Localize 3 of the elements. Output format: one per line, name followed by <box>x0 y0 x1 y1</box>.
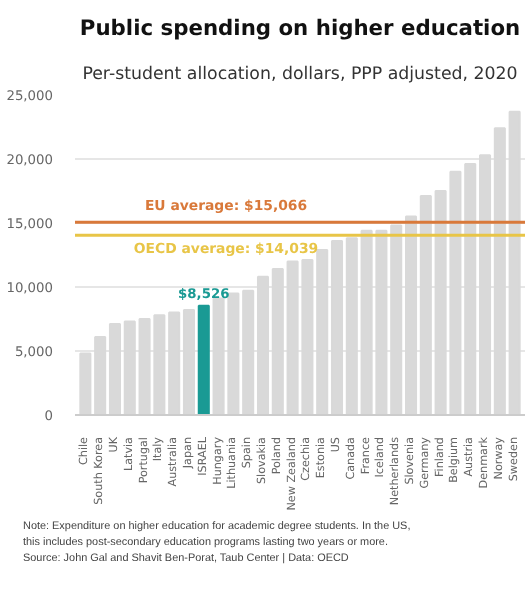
chart-subtitle: Per-student allocation, dollars, PPP adjusted, 2020 <box>82 65 518 85</box>
bar <box>197 304 210 415</box>
chart-title: Public spending on higher education <box>79 15 521 41</box>
